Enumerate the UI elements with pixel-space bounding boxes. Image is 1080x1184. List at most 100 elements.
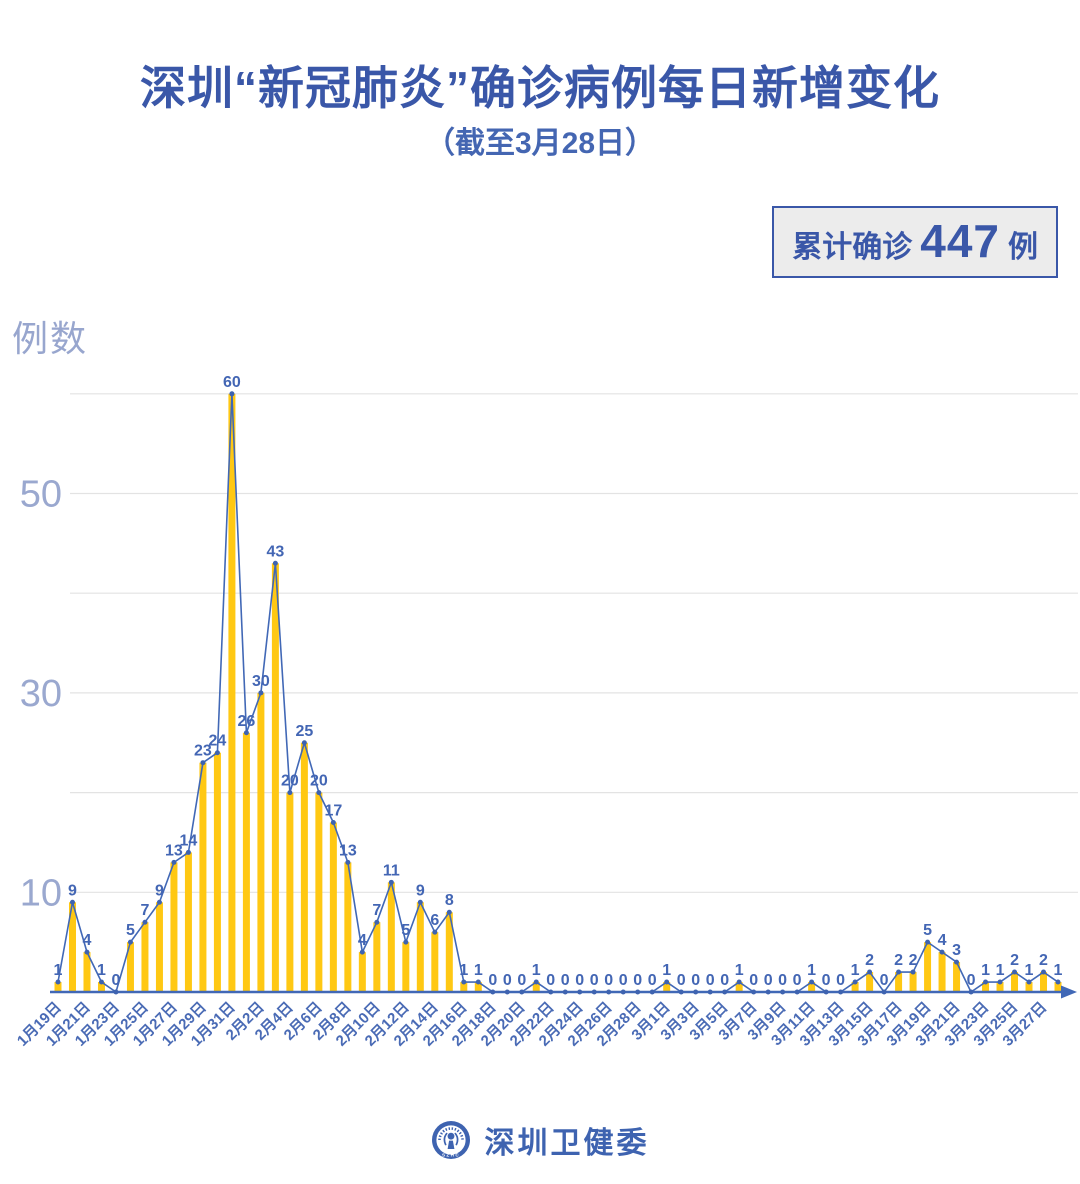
data-point <box>258 690 264 696</box>
data-point <box>156 899 162 905</box>
data-point <box>968 989 974 995</box>
data-point <box>98 979 104 985</box>
y-tick-label: 10 <box>20 872 62 914</box>
value-label: 7 <box>372 902 381 919</box>
bar <box>1025 982 1033 992</box>
value-label: 0 <box>488 972 497 989</box>
footer-org-name: 深圳卫健委 <box>484 1127 650 1160</box>
value-label: 2 <box>865 952 874 969</box>
value-label: 1 <box>1025 962 1034 979</box>
page-subtitle: （截至3月28日） <box>424 127 656 160</box>
data-point <box>693 989 699 995</box>
y-tick-label: 30 <box>20 673 62 715</box>
value-label: 0 <box>517 972 526 989</box>
value-label: 0 <box>691 972 700 989</box>
value-label: 14 <box>180 832 198 849</box>
data-point <box>896 969 902 975</box>
data-point <box>55 979 61 985</box>
data-point <box>185 849 191 855</box>
data-point <box>127 939 133 945</box>
data-point <box>301 740 307 746</box>
data-point <box>765 989 771 995</box>
value-label: 0 <box>112 972 121 989</box>
value-label: 2 <box>1039 952 1048 969</box>
data-point <box>751 989 757 995</box>
bar <box>387 882 395 992</box>
svg-text:SZHC: SZHC <box>441 1153 459 1158</box>
badge-value: 447 <box>920 215 1000 267</box>
data-point <box>461 979 467 985</box>
value-label: 0 <box>604 972 613 989</box>
data-point <box>84 949 90 955</box>
cumulative-total-badge: 累计确诊 447 例 <box>772 206 1058 278</box>
data-point <box>417 899 423 905</box>
bar <box>895 972 903 992</box>
daily-new-cases-chart: 5030101941057913142324602630432025201713… <box>14 374 1078 1050</box>
value-label: 1 <box>807 962 816 979</box>
data-point <box>403 939 409 945</box>
bar <box>213 752 221 992</box>
value-label: 0 <box>619 972 628 989</box>
x-axis-arrow-icon <box>1061 985 1077 999</box>
value-label: 4 <box>358 932 367 949</box>
value-label: 0 <box>764 972 773 989</box>
data-point <box>983 979 989 985</box>
value-label: 17 <box>324 803 342 820</box>
bar <box>909 972 917 992</box>
bar <box>953 962 961 992</box>
value-label: 25 <box>295 723 313 740</box>
data-point <box>722 989 728 995</box>
badge-unit: 例 <box>1008 231 1038 264</box>
value-label: 9 <box>155 882 164 899</box>
bar <box>1054 982 1062 992</box>
value-label: 9 <box>68 882 77 899</box>
bar <box>663 982 671 992</box>
data-point <box>229 391 235 397</box>
bar <box>54 982 62 992</box>
value-label: 23 <box>194 743 212 760</box>
bar <box>735 982 743 992</box>
bar <box>329 822 337 992</box>
data-point <box>664 979 670 985</box>
data-point <box>823 989 829 995</box>
data-point <box>606 989 612 995</box>
data-point <box>1026 979 1032 985</box>
value-label: 0 <box>822 972 831 989</box>
value-label: 1 <box>662 962 671 979</box>
data-point <box>533 979 539 985</box>
bar <box>851 982 859 992</box>
value-label: 0 <box>880 972 889 989</box>
bar <box>68 902 76 992</box>
bar <box>242 732 250 992</box>
bar <box>257 692 265 992</box>
bar <box>184 852 192 992</box>
value-label: 1 <box>735 962 744 979</box>
value-label: 8 <box>445 892 454 909</box>
data-point <box>867 969 873 975</box>
data-point <box>780 989 786 995</box>
data-point <box>316 790 322 796</box>
value-label: 0 <box>836 972 845 989</box>
data-point <box>577 989 583 995</box>
value-label: 9 <box>416 882 425 899</box>
data-point <box>548 989 554 995</box>
data-point <box>490 989 496 995</box>
value-label: 0 <box>590 972 599 989</box>
value-label: 0 <box>778 972 787 989</box>
value-label: 1 <box>981 962 990 979</box>
value-label: 20 <box>310 773 328 790</box>
y-axis-title: 例数 <box>12 318 89 359</box>
data-point <box>678 989 684 995</box>
value-label: 2 <box>894 952 903 969</box>
value-label: 0 <box>967 972 976 989</box>
bar <box>416 902 424 992</box>
data-point <box>649 989 655 995</box>
data-point <box>620 989 626 995</box>
value-label: 4 <box>83 932 92 949</box>
value-label: 3 <box>952 942 961 959</box>
value-label: 5 <box>923 922 932 939</box>
value-label: 1 <box>459 962 468 979</box>
bar <box>155 902 163 992</box>
bar <box>982 982 990 992</box>
value-label: 0 <box>706 972 715 989</box>
